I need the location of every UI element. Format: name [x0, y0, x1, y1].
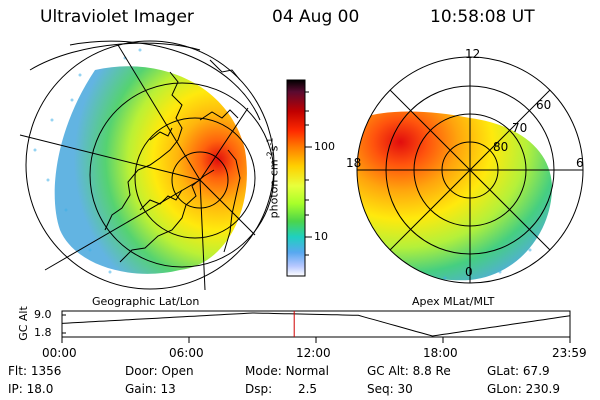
mlt-label-12: 12 [465, 47, 481, 61]
altitude-strip [61, 310, 571, 343]
dsp-value: Dsp: 2.5 [245, 382, 318, 396]
mlt-label-6: 6 [576, 156, 584, 170]
mlat-label-70: 70 [512, 121, 528, 135]
mlat-label-60: 60 [536, 98, 552, 112]
observation-date: 04 Aug 00 [272, 7, 360, 27]
colorbar-gradient [286, 79, 306, 277]
noise-speckle [33, 48, 142, 274]
geographic-map-panel [19, 40, 275, 291]
apex-mlat-mlt-panel [356, 56, 584, 284]
mlt-label-0: 0 [465, 265, 473, 279]
instrument-title: Ultraviolet Imager [40, 7, 194, 27]
door-status: Door: Open [125, 364, 194, 378]
colorbar [286, 79, 312, 277]
mlat-mlt-grid [356, 56, 584, 284]
ip-value: IP: 18.0 [8, 382, 54, 396]
coastlines [104, 59, 241, 263]
mode-status: Mode: Normal [245, 364, 329, 378]
time-tick-1200: 12:00 [296, 346, 331, 360]
time-tick-0600: 06:00 [169, 346, 204, 360]
time-tick-1800: 18:00 [423, 346, 458, 360]
alt-tick-9: 9.0 [34, 308, 52, 321]
gc-altitude: GC Alt: 8.8 Re [367, 364, 451, 378]
colorbar-label-100: 100 [314, 140, 335, 153]
altitude-axis-title: GC Alt [16, 306, 30, 341]
mlat-label-80: 80 [493, 140, 509, 154]
lat-lon-grid [19, 40, 275, 291]
colorbar-unit-label: photon cm-2s-1 [265, 137, 281, 219]
time-tick-2359: 23:59 [552, 346, 587, 360]
alt-tick-1-8: 1.8 [34, 326, 52, 339]
time-tick-0000: 00:00 [42, 346, 77, 360]
left-panel-caption: Geographic Lat/Lon [92, 295, 200, 308]
right-panel-caption: Apex MLat/MLT [412, 295, 495, 308]
geographic-latitude: GLat: 67.9 [487, 364, 550, 378]
flight-number: Flt: 1356 [8, 364, 62, 378]
mlt-label-18: 18 [346, 156, 362, 170]
altitude-curve [61, 312, 571, 337]
sequence-number: Seq: 30 [367, 382, 413, 396]
auroral-oval-image [357, 111, 553, 281]
geographic-longitude: GLon: 230.9 [487, 382, 560, 396]
observation-time: 10:58:08 UT [430, 7, 535, 27]
colorbar-label-10: 10 [314, 230, 328, 243]
gain-value: Gain: 13 [125, 382, 176, 396]
